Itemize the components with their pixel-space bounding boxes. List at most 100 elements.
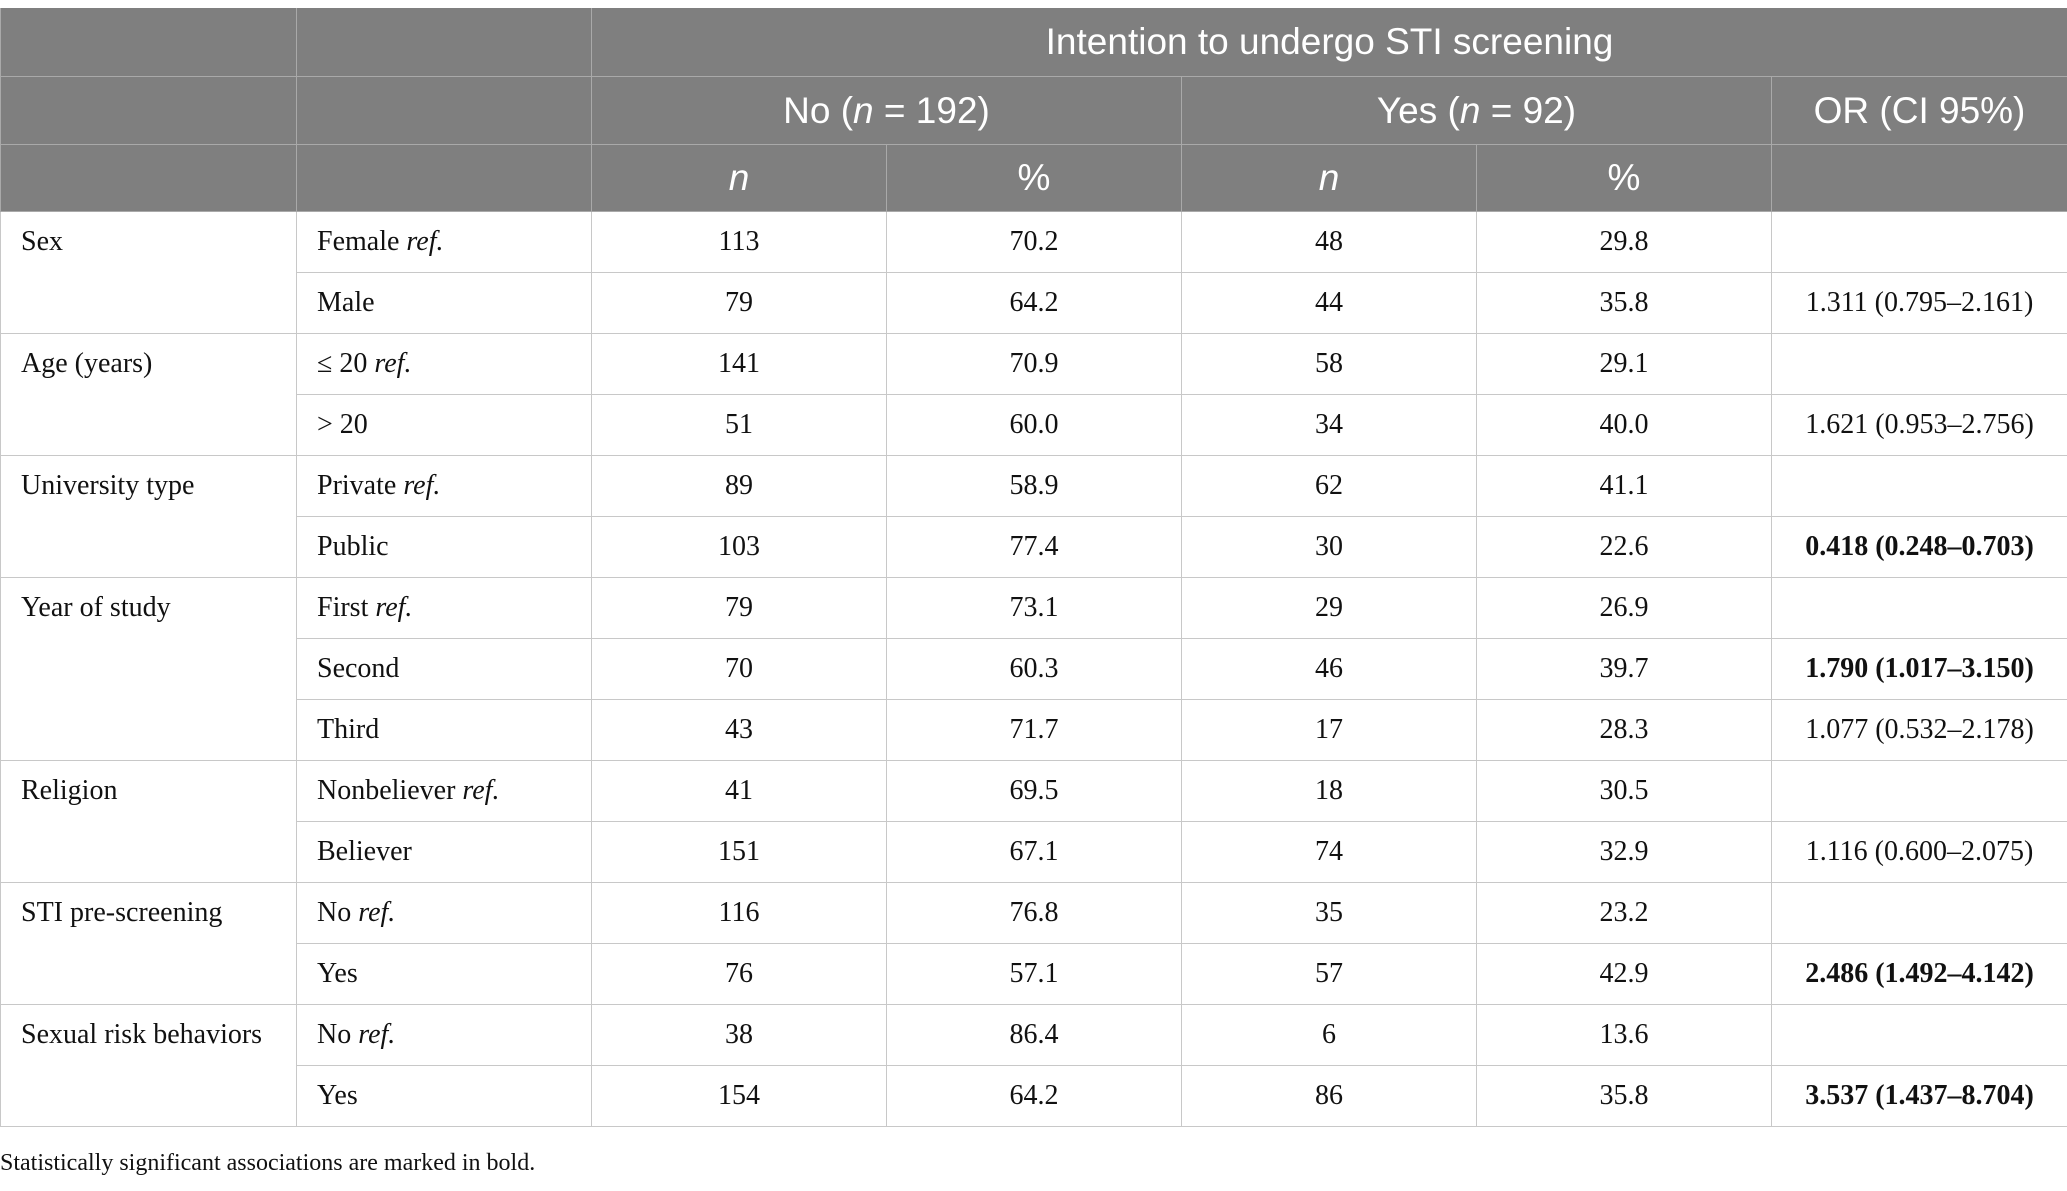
header-blank-3 — [0, 144, 297, 212]
cell-no-pct: 67.1 — [886, 821, 1182, 883]
row-level-label: Nonbeliever — [317, 775, 463, 806]
cell-yes-pct: 13.6 — [1476, 1004, 1772, 1066]
cell-yes-pct: 32.9 — [1476, 821, 1772, 883]
cell-no-n: 38 — [591, 1004, 887, 1066]
row-level: Yes — [296, 943, 592, 1005]
cell-no-n: 41 — [591, 760, 887, 822]
cell-no-pct: 57.1 — [886, 943, 1182, 1005]
cell-yes-n: 86 — [1181, 1065, 1477, 1127]
cell-no-pct: 71.7 — [886, 699, 1182, 761]
cell-yes-n: 44 — [1181, 272, 1477, 334]
header-title: Intention to undergo STI screening — [590, 8, 2067, 77]
row-level: > 20 — [296, 394, 592, 456]
cell-yes-pct: 39.7 — [1476, 638, 1772, 700]
row-category: University type — [0, 455, 297, 578]
row-level: Yes — [296, 1065, 592, 1127]
cell-yes-n: 48 — [1181, 211, 1477, 273]
cell-yes-pct: 28.3 — [1476, 699, 1772, 761]
table-row: Yes 76 57.1 57 42.9 2.486 (1.492–4.142) — [1, 943, 2067, 1005]
cell-no-pct: 60.0 — [886, 394, 1182, 456]
cell-yes-n: 57 — [1181, 943, 1477, 1005]
row-level-label: > 20 — [317, 409, 368, 440]
cell-yes-n: 62 — [1181, 455, 1477, 517]
cell-yes-pct: 26.9 — [1476, 577, 1772, 639]
cell-odds-ratio: 1.790 (1.017–3.150) — [1770, 638, 2067, 700]
cell-yes-n: 30 — [1181, 516, 1477, 578]
cell-odds-ratio — [1770, 760, 2067, 822]
table-row: Believer 151 67.1 74 32.9 1.116 (0.600–2.075) — [1, 821, 2067, 883]
table-row: Sex Female ref. 113 70.2 48 29.8 — [0, 211, 2067, 334]
cell-no-pct: 60.3 — [886, 638, 1182, 700]
row-level-label: Third — [317, 714, 380, 745]
row-category: Sexual risk behaviors — [0, 1004, 297, 1127]
row-level-label: Second — [317, 653, 400, 684]
cell-no-n: 141 — [591, 333, 887, 395]
cell-no-n: 70 — [591, 638, 887, 700]
table-body: Sex Female ref. 113 70.2 48 29.8 Male 79 64.2 44 3… — [0, 211, 2067, 1127]
table-row: Third 43 71.7 17 28.3 1.077 (0.532–2.178) — [1, 699, 2067, 761]
results-table: Intention to undergo STI screening No (n… — [0, 8, 2067, 1127]
row-level-label: Public — [317, 531, 389, 562]
table-footnote: Statistically significant associations a… — [0, 1150, 536, 1176]
cell-no-n: 89 — [591, 455, 887, 517]
cell-no-pct: 64.2 — [886, 1065, 1182, 1127]
cell-odds-ratio: 1.116 (0.600–2.075) — [1770, 821, 2067, 883]
header-corner-2 — [296, 8, 592, 77]
cell-no-n: 51 — [591, 394, 887, 456]
cell-odds-ratio — [1770, 1004, 2067, 1066]
cell-odds-ratio: 0.418 (0.248–0.703) — [1770, 516, 2067, 578]
reference-marker: ref. — [403, 470, 441, 501]
header-yes-n: n — [1181, 144, 1477, 212]
cell-yes-n: 58 — [1181, 333, 1477, 395]
cell-odds-ratio — [1770, 577, 2067, 639]
cell-odds-ratio — [1770, 333, 2067, 395]
row-level: First ref. — [296, 577, 592, 639]
cell-no-n: 116 — [591, 882, 887, 944]
cell-odds-ratio — [1770, 211, 2067, 273]
row-level-label: Female — [317, 226, 407, 257]
reference-marker: ref. — [358, 1019, 396, 1050]
cell-yes-n: 6 — [1181, 1004, 1477, 1066]
cell-no-pct: 73.1 — [886, 577, 1182, 639]
cell-no-pct: 70.2 — [886, 211, 1182, 273]
row-level: Male — [296, 272, 592, 334]
row-level: Female ref. — [296, 211, 592, 273]
row-level: Nonbeliever ref. — [296, 760, 592, 822]
cell-no-n: 79 — [591, 577, 887, 639]
row-category: Year of study — [0, 577, 297, 761]
row-category: Religion — [0, 760, 297, 883]
row-level-label: Believer — [317, 836, 412, 867]
cell-odds-ratio: 2.486 (1.492–4.142) — [1770, 943, 2067, 1005]
row-level: ≤ 20 ref. — [296, 333, 592, 395]
cell-no-pct: 86.4 — [886, 1004, 1182, 1066]
cell-yes-n: 29 — [1181, 577, 1477, 639]
cell-odds-ratio: 3.537 (1.437–8.704) — [1770, 1065, 2067, 1127]
table-row: Sexual risk behaviors No ref. 38 86.4 6 13.6 — [0, 1004, 2067, 1127]
row-category: STI pre-screening — [0, 882, 297, 1005]
table-row: Age (years) ≤ 20 ref. 141 70.9 58 29.1 — [0, 333, 2067, 456]
table-row: Public 103 77.4 30 22.6 0.418 (0.248–0.703) — [1, 516, 2067, 578]
cell-yes-pct: 29.8 — [1476, 211, 1772, 273]
table-header: Intention to undergo STI screening No (n… — [0, 8, 2067, 212]
row-category: Sex — [0, 211, 297, 334]
cell-no-n: 113 — [591, 211, 887, 273]
table-row: Male 79 64.2 44 35.8 1.311 (0.795–2.161) — [1, 272, 2067, 334]
row-level: Private ref. — [296, 455, 592, 517]
header-group-yes-label: Yes ( — [1376, 89, 1460, 131]
cell-no-pct: 58.9 — [886, 455, 1182, 517]
cell-no-n: 103 — [591, 516, 887, 578]
header-group-yes: Yes (n = 92) — [1181, 76, 1772, 145]
header-group-yes-count: = 92) — [1480, 89, 1577, 131]
cell-yes-pct: 30.5 — [1476, 760, 1772, 822]
cell-odds-ratio — [1770, 882, 2067, 944]
row-level: No ref. — [296, 1004, 592, 1066]
row-level-label: Male — [317, 287, 375, 318]
row-level-label: Yes — [317, 1080, 358, 1111]
reference-marker: ref. — [375, 592, 413, 623]
cell-no-n: 79 — [591, 272, 887, 334]
header-group-no-n: n — [853, 89, 874, 131]
header-no-pct: % — [886, 144, 1182, 212]
table-row: Yes 154 64.2 86 35.8 3.537 (1.437–8.704) — [1, 1065, 2067, 1127]
header-corner-1 — [0, 8, 297, 77]
table-row: Year of study First ref. 79 73.1 29 26.9 — [0, 577, 2067, 761]
